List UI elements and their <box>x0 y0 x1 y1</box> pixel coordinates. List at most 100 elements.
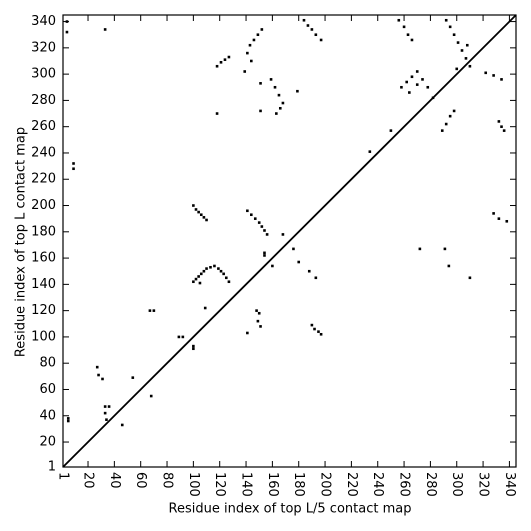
contact-point <box>202 269 206 273</box>
contact-point <box>452 109 456 113</box>
contact-point <box>260 225 264 228</box>
contact-point <box>310 323 314 327</box>
contact-point <box>194 277 198 281</box>
contact-point <box>368 150 372 153</box>
contact-point <box>426 85 430 89</box>
contact-point <box>502 129 506 132</box>
x-tick-label: 160 <box>265 472 280 497</box>
contact-point <box>243 70 247 73</box>
contact-point <box>255 309 258 312</box>
contact-point <box>219 61 223 64</box>
contact-point <box>415 70 419 73</box>
contact-point <box>319 38 323 42</box>
contact-point <box>131 376 135 379</box>
contact-point <box>263 254 266 257</box>
contact-point <box>400 85 403 89</box>
contact-point <box>292 247 295 251</box>
y-tick-label: 60 <box>39 382 56 397</box>
contact-point <box>105 418 108 421</box>
contact-point <box>252 38 256 42</box>
contact-point <box>444 18 448 22</box>
y-tick-label: 80 <box>39 356 56 371</box>
contact-point <box>273 85 277 89</box>
contact-point <box>313 327 316 331</box>
contact-point <box>246 331 249 335</box>
contact-point <box>277 93 281 97</box>
contact-point <box>248 43 252 47</box>
contact-point <box>421 78 424 81</box>
contact-point <box>492 212 495 215</box>
contact-point <box>209 265 212 269</box>
y-tick-label: 340 <box>31 14 56 29</box>
contact-point <box>192 344 195 348</box>
contact-point <box>224 276 228 280</box>
contact-point <box>246 209 249 213</box>
contact-point <box>253 217 257 220</box>
contact-point <box>197 210 200 214</box>
x-tick-label: 200 <box>318 472 333 497</box>
contact-point <box>256 319 260 323</box>
contact-point <box>492 74 495 77</box>
contact-point <box>260 28 264 31</box>
contact-point <box>250 59 253 63</box>
contact-point <box>192 280 195 284</box>
contact-point <box>101 377 104 381</box>
contact-point <box>149 394 153 398</box>
contact-point <box>227 55 231 59</box>
x-tick-label: 260 <box>397 472 412 497</box>
contact-point <box>265 233 269 236</box>
contact-point <box>213 264 216 268</box>
contact-point <box>444 122 448 126</box>
contact-point <box>199 272 203 276</box>
contact-point <box>65 20 69 23</box>
x-tick-label: 240 <box>370 472 385 497</box>
x-tick-label: 140 <box>239 472 254 497</box>
contact-point <box>448 114 452 118</box>
contact-point <box>440 129 444 132</box>
contact-point <box>148 309 152 312</box>
contact-point <box>72 162 75 165</box>
contact-point <box>460 49 464 52</box>
contact-point <box>219 269 223 273</box>
contact-point <box>223 58 227 61</box>
contact-point <box>297 260 301 264</box>
contact-point <box>259 109 262 113</box>
contact-point <box>217 267 220 270</box>
contact-point <box>103 405 107 408</box>
contact-point <box>418 247 422 251</box>
contact-point <box>497 217 501 220</box>
contact-point <box>199 213 203 217</box>
y-tick-label: 40 <box>39 408 56 423</box>
contact-point <box>468 276 472 280</box>
x-tick-label: 340 <box>502 472 517 497</box>
diagonal <box>62 14 517 468</box>
contact-point <box>205 218 208 222</box>
y-tick-label: 140 <box>31 277 56 292</box>
x-tick-label: 180 <box>291 472 306 497</box>
contact-point <box>205 267 208 270</box>
contact-point <box>215 112 219 115</box>
contact-point <box>464 57 468 60</box>
contact-point <box>103 411 107 415</box>
x-tick-label: 280 <box>423 472 438 497</box>
contact-point <box>192 204 195 207</box>
contact-point <box>484 71 488 75</box>
contact-point <box>314 276 318 280</box>
contact-point <box>194 208 198 211</box>
plot-frame <box>62 14 517 468</box>
contact-point <box>389 129 393 132</box>
y-axis-title: Residue index of top L contact map <box>14 127 29 357</box>
contact-point <box>256 33 260 37</box>
y-tick-label: 220 <box>31 172 56 187</box>
contact-point <box>222 272 225 276</box>
contact-point <box>447 264 451 268</box>
y-tick-label: 20 <box>39 435 56 450</box>
contact-point <box>275 112 278 115</box>
y-tick-label: 280 <box>31 93 56 108</box>
contact-point <box>448 25 452 29</box>
x-tick-label: 300 <box>449 472 464 497</box>
contact-point <box>97 373 100 377</box>
contact-point <box>181 335 185 339</box>
contact-point <box>263 229 266 232</box>
